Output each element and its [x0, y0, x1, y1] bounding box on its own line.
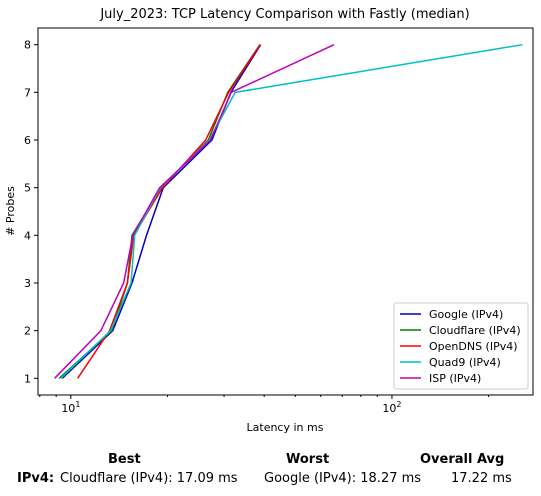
- series-line-4: [54, 43, 335, 379]
- legend-entry: OpenDNS (IPv4): [429, 340, 518, 353]
- legend-box: [393, 302, 529, 390]
- x-tick-exponent: 1: [75, 400, 80, 409]
- y-tick-label: 2: [24, 325, 31, 338]
- ipv4-row-label: IPv4:: [17, 471, 55, 486]
- y-tick-label: 5: [24, 182, 31, 195]
- legend: Google (IPv4) Cloudflare (IPv4) OpenDNS (I…: [393, 302, 529, 390]
- x-tick-label: 102: [382, 400, 401, 415]
- chart-title: July_2023: TCP Latency Comparison with F…: [99, 7, 469, 22]
- y-tick-label: 1: [24, 372, 31, 385]
- x-axis: 101 102: [39, 395, 490, 415]
- y-tick-label: 3: [24, 277, 31, 290]
- plot-frame: [37, 27, 534, 396]
- x-tick-label: 101: [61, 400, 80, 415]
- y-tick-label: 6: [24, 134, 31, 147]
- worst-value: Google (IPv4): 18.27 ms: [264, 471, 422, 486]
- overall-avg-value: 17.22 ms: [451, 471, 512, 486]
- worst-header: Worst: [286, 452, 330, 467]
- legend-entry: Quad9 (IPv4): [429, 356, 501, 369]
- x-tick-exponent: 2: [396, 400, 401, 409]
- x-axis-label: Latency in ms: [247, 421, 324, 434]
- legend-entry: ISP (IPv4): [429, 372, 481, 385]
- y-tick-label: 8: [24, 39, 31, 52]
- overall-avg-header: Overall Avg: [420, 452, 505, 467]
- best-value: Cloudflare (IPv4): 17.09 ms: [60, 471, 238, 486]
- series-layer: [54, 43, 523, 379]
- legend-entry: Cloudflare (IPv4): [429, 324, 521, 337]
- series-line-2: [77, 44, 261, 379]
- y-tick-label: 7: [24, 86, 31, 99]
- y-tick-label: 4: [24, 229, 31, 242]
- best-header: Best: [108, 452, 141, 467]
- summary-table: Best Worst Overall Avg IPv4: Cloudflare …: [0, 448, 541, 496]
- latency-chart: July_2023: TCP Latency Comparison with F…: [4, 7, 534, 434]
- y-axis: 1 2 3 4 5 6 7 8: [24, 39, 38, 385]
- legend-entry: Google (IPv4): [429, 308, 503, 321]
- series-line-3: [60, 43, 523, 379]
- y-axis-label: # Probes: [4, 186, 17, 236]
